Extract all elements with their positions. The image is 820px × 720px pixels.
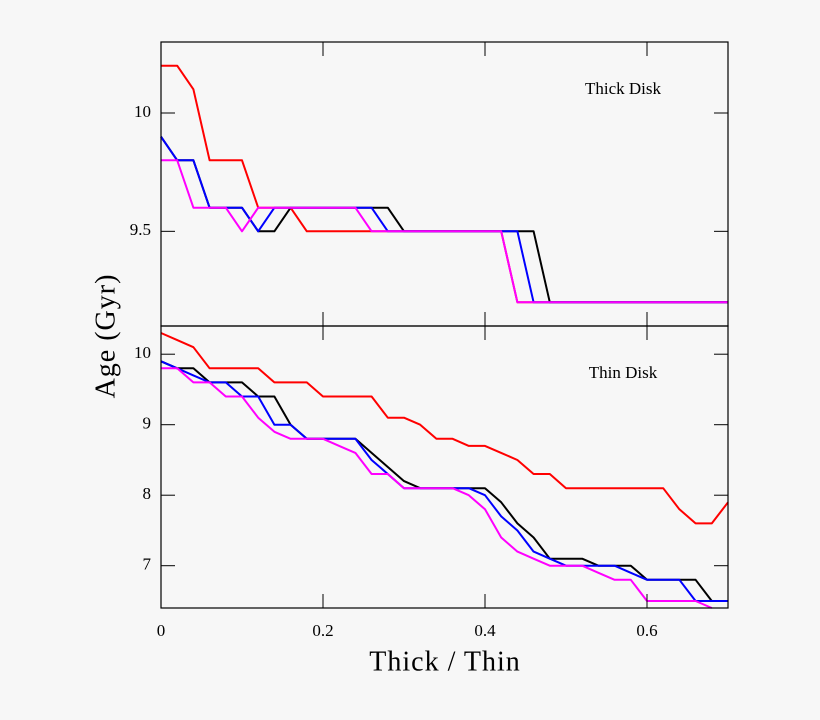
y-axis-label: Age (Gyr)	[90, 274, 121, 399]
y-tick-label: 9.5	[130, 220, 151, 239]
y-tick-label: 9	[143, 414, 152, 433]
y-tick-label: 10	[134, 343, 151, 362]
x-tick-label: 0	[157, 621, 166, 640]
plot-frame	[160, 325, 729, 609]
data-line	[160, 332, 729, 525]
y-tick-label: 7	[143, 555, 152, 574]
panel-annotation: Thin Disk	[589, 363, 658, 382]
y-tick-label: 8	[143, 484, 152, 503]
x-tick-label: 0.4	[474, 621, 496, 640]
data-line	[161, 159, 728, 304]
y-tick-label: 10	[134, 102, 151, 121]
panel-annotation: Thick Disk	[585, 79, 662, 98]
x-tick-label: 0.6	[636, 621, 657, 640]
x-tick-label: 0.2	[312, 621, 333, 640]
data-line	[161, 367, 713, 609]
x-axis-label: Thick / Thin	[369, 646, 520, 677]
